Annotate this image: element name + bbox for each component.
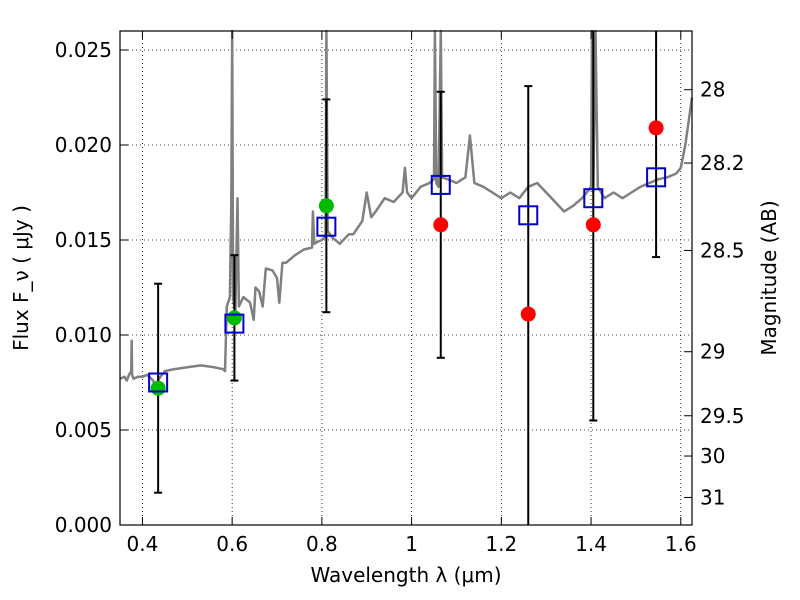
synthetic-square-point: [224, 313, 245, 334]
plot-frame: [119, 30, 693, 526]
x-tick-label: 1.4: [575, 532, 607, 556]
y-tick-label: 0.025: [55, 38, 112, 62]
y-axis-label: Flux F_ν ( μJy ): [9, 205, 33, 351]
x-tick-label: 0.8: [306, 532, 338, 556]
synthetic-square-point: [518, 205, 539, 226]
right-tick-label: 30: [700, 444, 725, 468]
y-tick-label: 0.005: [55, 418, 112, 442]
y-tick-label: 0.000: [55, 513, 112, 537]
axis-ticks: [120, 31, 692, 526]
model-spectrum: [119, 29, 694, 386]
right-tick-label: 29.5: [700, 404, 745, 428]
x-axis-label: Wavelength λ (μm): [310, 563, 501, 587]
red-data-point: [433, 217, 449, 233]
x-tick-label: 0.4: [127, 532, 159, 556]
green-data-point: [150, 380, 166, 396]
y-tick-label: 0.015: [55, 228, 112, 252]
red-data-point: [585, 217, 601, 233]
right-tick-label: 31: [700, 485, 725, 509]
y-tick-label: 0.010: [55, 323, 112, 347]
x-tick-label: 1.6: [665, 532, 697, 556]
red-data-point: [648, 120, 664, 136]
synthetic-square-point: [148, 372, 169, 393]
synthetic-square-point: [646, 167, 667, 188]
right-tick-label: 28.2: [700, 151, 745, 175]
right-tick-label: 28: [700, 78, 725, 102]
synthetic-square-point: [583, 188, 604, 209]
model-spectrum-line: [119, 29, 694, 386]
y-tick-label: 0.020: [55, 133, 112, 157]
x-tick-label: 1: [405, 532, 418, 556]
right-tick-label: 28.5: [700, 238, 745, 262]
right-tick-label: 29: [700, 340, 725, 364]
synthetic-square-point: [316, 216, 337, 237]
right-axis-label: Magnitude (AB): [757, 200, 781, 355]
green-data-point: [226, 310, 242, 326]
x-tick-label: 0.6: [216, 532, 248, 556]
x-tick-label: 1.2: [485, 532, 517, 556]
synthetic-square-point: [430, 174, 451, 195]
green-data-point: [318, 198, 334, 214]
data-markers: [148, 120, 667, 396]
tick-labels: 0.4 0.6 0.8 1 1.2 1.4 1.6 0.000 0.005 0.010 0.015 0…: [55, 38, 745, 556]
red-data-point: [520, 306, 536, 322]
